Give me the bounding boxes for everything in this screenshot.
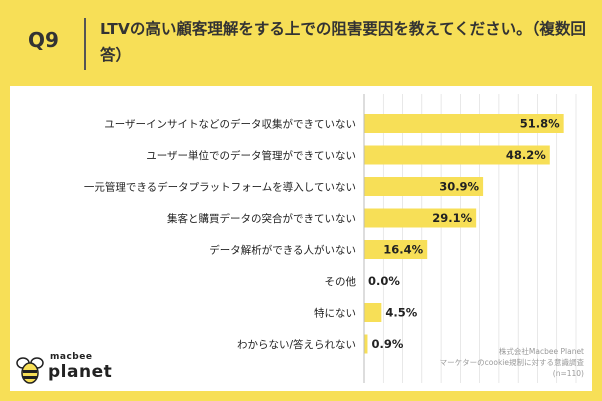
- category-label: データ解析ができる人がいない: [209, 244, 356, 257]
- bar: [364, 114, 564, 133]
- category-label: 一元管理できるデータプラットフォームを導入していない: [84, 181, 356, 194]
- bar-chart: ユーザーインサイトなどのデータ収集ができていない 51.8% ユーザー単位でのデータ…: [84, 94, 577, 383]
- chart-panel: ユーザーインサイトなどのデータ収集ができていない 51.8% ユーザー単位でのデータ…: [10, 86, 592, 391]
- source-sample: (n=110): [552, 369, 584, 378]
- bee-icon: [16, 357, 44, 384]
- bar: [364, 208, 477, 228]
- bar: [364, 177, 484, 196]
- value-label: 0.9%: [371, 337, 403, 351]
- category-label: ユーザーインサイトなどのデータ収集ができていない: [104, 118, 356, 131]
- value-label: 16.4%: [383, 243, 423, 257]
- category-label: 集客と購買データの突合ができていない: [167, 212, 356, 225]
- logo-text-top: macbee: [50, 352, 93, 362]
- bar: [364, 334, 368, 354]
- value-label: 29.1%: [432, 211, 472, 225]
- question-title: LTVの高い顧客理解をする上での阻害要因を教えてください。（複数回答）: [100, 20, 586, 64]
- logo-text-bottom: planet: [48, 362, 113, 382]
- value-label: 51.8%: [520, 117, 560, 131]
- category-label: わからない/答えられない: [237, 338, 356, 351]
- value-label: 48.2%: [506, 148, 546, 162]
- value-label: 4.5%: [385, 306, 417, 320]
- bar: [364, 303, 382, 322]
- source-company: 株式会社Macbee Planet: [498, 347, 584, 356]
- category-label: その他: [325, 275, 357, 288]
- value-label: 0.0%: [368, 274, 400, 288]
- source-survey: マーケターのcookie規制に対する意識調査: [439, 358, 584, 367]
- value-label: 30.9%: [439, 180, 479, 194]
- brand-logo: macbee planet: [14, 350, 124, 390]
- bar: [364, 240, 428, 259]
- question-number: Q9: [28, 28, 59, 52]
- category-label: ユーザー単位でのデータ管理ができていない: [146, 149, 356, 162]
- title-divider: [84, 18, 86, 70]
- bar: [364, 145, 550, 165]
- category-label: 特にない: [314, 308, 356, 320]
- source-credit: 株式会社Macbee Planet マーケターのcookie規制に対する意識調査…: [344, 346, 584, 379]
